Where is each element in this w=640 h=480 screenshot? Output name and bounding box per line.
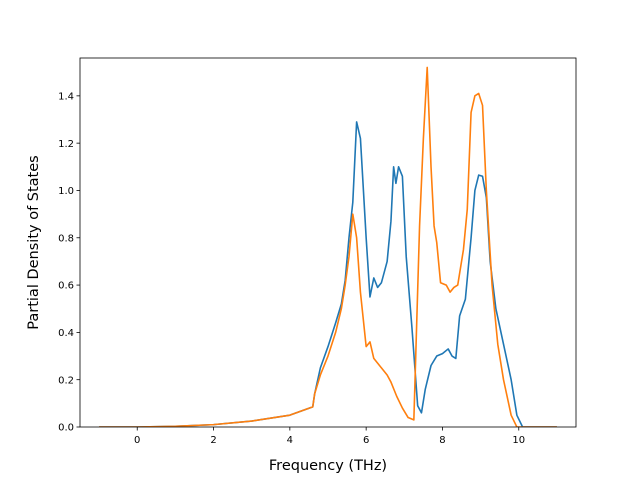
y-axis-ticks: 0.0 0.2 0.4 0.6 0.8 1.0 1.2 1.4 [58,91,80,434]
y-tick-label: 1.2 [58,139,74,150]
y-tick-label: 0.4 [58,328,74,339]
x-tick-label: 2 [210,435,216,446]
x-tick-label: 10 [512,435,525,446]
series-line-1 [99,121,557,427]
x-axis-label: Frequency (THz) [269,458,387,474]
x-tick-label: 8 [439,435,445,446]
y-tick-label: 0.8 [58,233,74,244]
y-tick-label: 0.0 [58,423,74,434]
series-line-2 [99,66,557,427]
series-lines [99,66,557,427]
plot-area-frame [79,57,577,428]
y-tick-label: 0.2 [58,375,74,386]
x-tick-label: 4 [287,435,293,446]
y-tick-label: 1.4 [58,91,74,102]
y-axis-label: Partial Density of States [26,155,42,329]
y-tick-label: 0.6 [58,281,74,292]
x-tick-label: 0 [134,435,140,446]
x-axis-ticks: 0 2 4 6 8 10 [134,427,525,446]
x-tick-label: 6 [363,435,369,446]
y-tick-label: 1.0 [58,186,74,197]
